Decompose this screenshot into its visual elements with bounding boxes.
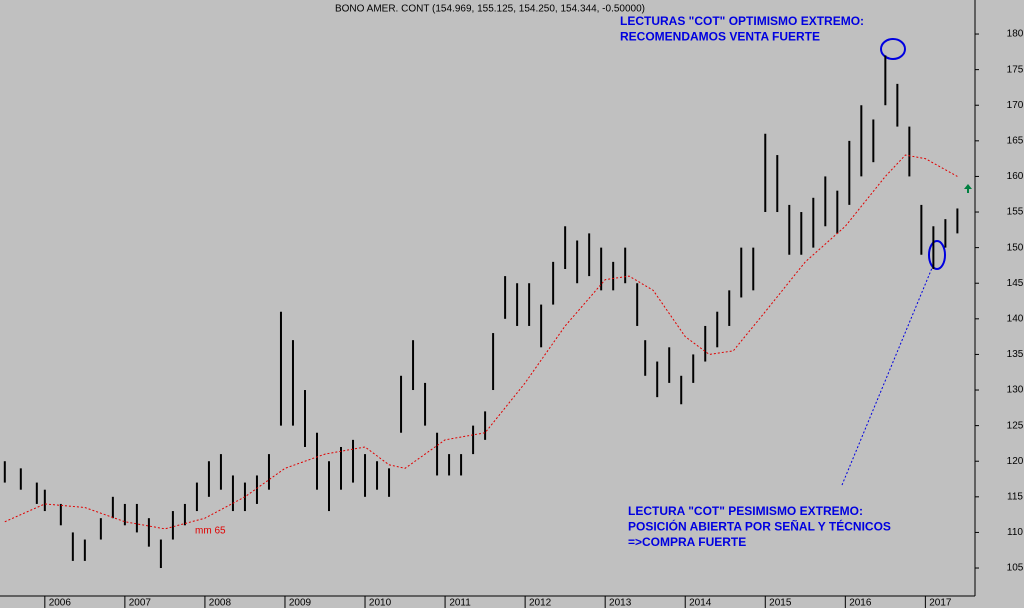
x-tick-label: 2017 [929,598,952,608]
pointer-line [841,267,933,486]
y-tick-label: 140 [1007,313,1024,324]
x-tick-label: 2007 [129,598,152,608]
x-tick-label: 2014 [689,598,712,608]
y-tick-label: 130 [1007,385,1024,396]
y-tick-label: 165 [1007,135,1024,146]
y-tick-label: 105 [1007,563,1024,574]
annotation: POSICIÓN ABIERTA POR SEÑAL Y TÉCNICOS [628,519,891,534]
y-tick-label: 135 [1007,349,1024,360]
y-tick-label: 170 [1007,100,1024,111]
x-tick-label: 2011 [449,598,471,608]
y-tick-label: 180 [1007,29,1024,40]
y-tick-label: 175 [1007,64,1024,75]
annotation: LECTURAS "COT" OPTIMISMO EXTREMO: [620,14,864,28]
x-tick-label: 2010 [369,598,392,608]
x-tick-label: 2016 [849,598,872,608]
y-tick-label: 160 [1007,171,1024,182]
y-tick-label: 120 [1007,456,1024,467]
x-tick-label: 2013 [609,598,632,608]
chart-title: BONO AMER. CONT (154.969, 155.125, 154.2… [335,4,645,15]
up-arrow [964,184,972,193]
annotation: =>COMPRA FUERTE [628,535,746,549]
annotation: RECOMENDAMOS VENTA FUERTE [620,30,820,44]
x-tick-label: 2015 [769,598,792,608]
y-tick-label: 150 [1007,242,1024,253]
highlight-circle [928,240,946,270]
x-tick-label: 2006 [49,598,72,608]
y-tick-label: 115 [1007,491,1023,502]
y-tick-label: 145 [1007,278,1024,289]
y-tick-label: 125 [1007,420,1024,431]
x-tick-label: 2012 [529,598,552,608]
x-tick-label: 2009 [289,598,312,608]
x-tick-label: 2008 [209,598,232,608]
highlight-circle [880,38,906,60]
moving-average-label: mm 65 [195,526,226,537]
y-tick-label: 110 [1007,527,1023,538]
y-tick-label: 155 [1007,207,1024,218]
annotation: LECTURA "COT" PESIMISMO EXTREMO: [628,504,863,518]
